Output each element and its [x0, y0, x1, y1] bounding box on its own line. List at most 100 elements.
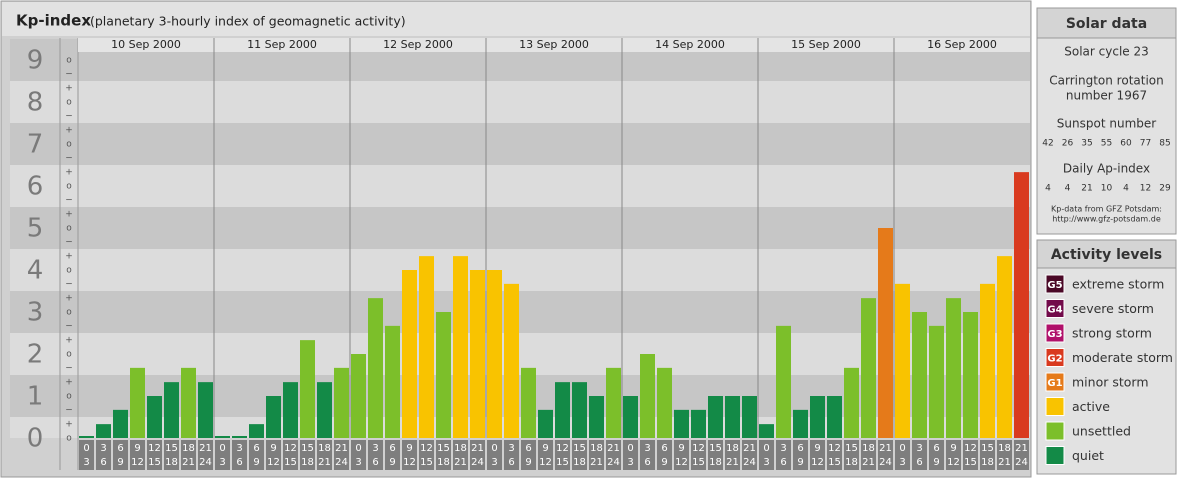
sunspot-label: Sunspot number	[1057, 117, 1156, 131]
slot-end: 21	[862, 457, 875, 468]
slot-end: 6	[644, 457, 650, 468]
y-subtick-label: −	[65, 406, 73, 416]
bar	[844, 367, 859, 438]
slot-box	[300, 440, 315, 470]
slot-end: 15	[964, 457, 977, 468]
slot-box	[470, 440, 485, 470]
slot-box	[980, 440, 995, 470]
slot-end: 21	[318, 457, 331, 468]
bar	[793, 409, 808, 438]
slot-end: 9	[933, 457, 939, 468]
day-label: 16 Sep 2000	[927, 38, 997, 51]
slot-end: 12	[267, 457, 280, 468]
day-label: 13 Sep 2000	[519, 38, 589, 51]
slot-box	[164, 440, 179, 470]
slot-end: 18	[709, 457, 722, 468]
slot-box	[283, 440, 298, 470]
slot-end: 9	[389, 457, 395, 468]
slot-box	[334, 440, 349, 470]
bar	[317, 382, 332, 438]
y-tick-label: 3	[27, 298, 44, 328]
y-subtick-label: −	[65, 238, 73, 248]
legend-swatch	[1045, 421, 1065, 441]
slot-start: 9	[406, 443, 412, 454]
bar	[470, 270, 485, 438]
y-subtick-label: +	[65, 378, 73, 388]
slot-box	[436, 440, 451, 470]
bar	[606, 367, 621, 438]
y-subtick-label: −	[65, 70, 73, 80]
slot-start: 9	[950, 443, 956, 454]
legend-label: quiet	[1072, 448, 1104, 463]
slot-end: 9	[253, 457, 259, 468]
slot-end: 21	[726, 457, 739, 468]
y-subtick-label: o	[66, 224, 72, 234]
slot-start: 15	[845, 443, 858, 454]
slot-start: 0	[627, 443, 633, 454]
slot-box	[351, 440, 366, 470]
y-subtick-label: −	[65, 112, 73, 122]
slot-start: 6	[389, 443, 395, 454]
slot-start: 0	[219, 443, 225, 454]
slot-box	[946, 440, 961, 470]
legend-swatch	[1045, 348, 1065, 367]
y-subtick-label: +	[65, 336, 73, 346]
y-subtick-label: o	[66, 266, 72, 276]
bar	[708, 396, 723, 438]
bar	[997, 256, 1012, 438]
slot-start: 21	[1015, 443, 1028, 454]
slot-box	[827, 440, 842, 470]
slot-box	[368, 440, 383, 470]
bar	[249, 424, 264, 438]
slot-box	[402, 440, 417, 470]
slot-box	[810, 440, 825, 470]
slot-box	[776, 440, 791, 470]
bar	[113, 409, 128, 438]
slot-box	[674, 440, 689, 470]
bar	[912, 312, 927, 438]
slot-end: 9	[661, 457, 667, 468]
slot-box	[572, 440, 587, 470]
slot-end: 12	[675, 457, 688, 468]
slot-start: 3	[780, 443, 786, 454]
slot-end: 3	[899, 457, 905, 468]
y-tick-label: 6	[27, 172, 44, 202]
chart-title: Kp-index	[16, 12, 91, 30]
ap-value: 4	[1123, 184, 1129, 194]
y-subtick-label: −	[65, 364, 73, 374]
legend-swatch	[1045, 274, 1065, 294]
bar	[215, 436, 230, 438]
bar	[946, 298, 961, 438]
ap-value: 4	[1065, 184, 1071, 194]
day-label: 10 Sep 2000	[111, 38, 181, 51]
sunspot-value: 55	[1101, 139, 1112, 149]
bar	[742, 396, 757, 438]
slot-start: 3	[372, 443, 378, 454]
slot-box	[215, 440, 230, 470]
bar	[589, 396, 604, 438]
slot-end: 18	[165, 457, 178, 468]
y-tick-label: 0	[27, 424, 44, 454]
y-tick-label: 4	[27, 256, 44, 286]
slot-box	[997, 440, 1012, 470]
band	[10, 291, 1030, 333]
slot-end: 3	[355, 457, 361, 468]
chart-subtitle: (planetary 3-hourly index of geomagnetic…	[90, 14, 406, 29]
slot-box	[1014, 440, 1029, 470]
slot-box	[504, 440, 519, 470]
bar	[453, 256, 468, 438]
bar	[96, 424, 111, 438]
bar	[283, 382, 298, 438]
slot-start: 0	[355, 443, 361, 454]
bar	[232, 436, 247, 438]
bar	[368, 298, 383, 438]
y-tick-label: 8	[27, 88, 44, 118]
solar-header	[1036, 7, 1177, 39]
slot-start: 21	[335, 443, 348, 454]
bar	[164, 382, 179, 438]
slot-start: 12	[964, 443, 977, 454]
bar	[79, 436, 94, 438]
slot-box	[657, 440, 672, 470]
slot-end: 15	[828, 457, 841, 468]
slot-box	[640, 440, 655, 470]
